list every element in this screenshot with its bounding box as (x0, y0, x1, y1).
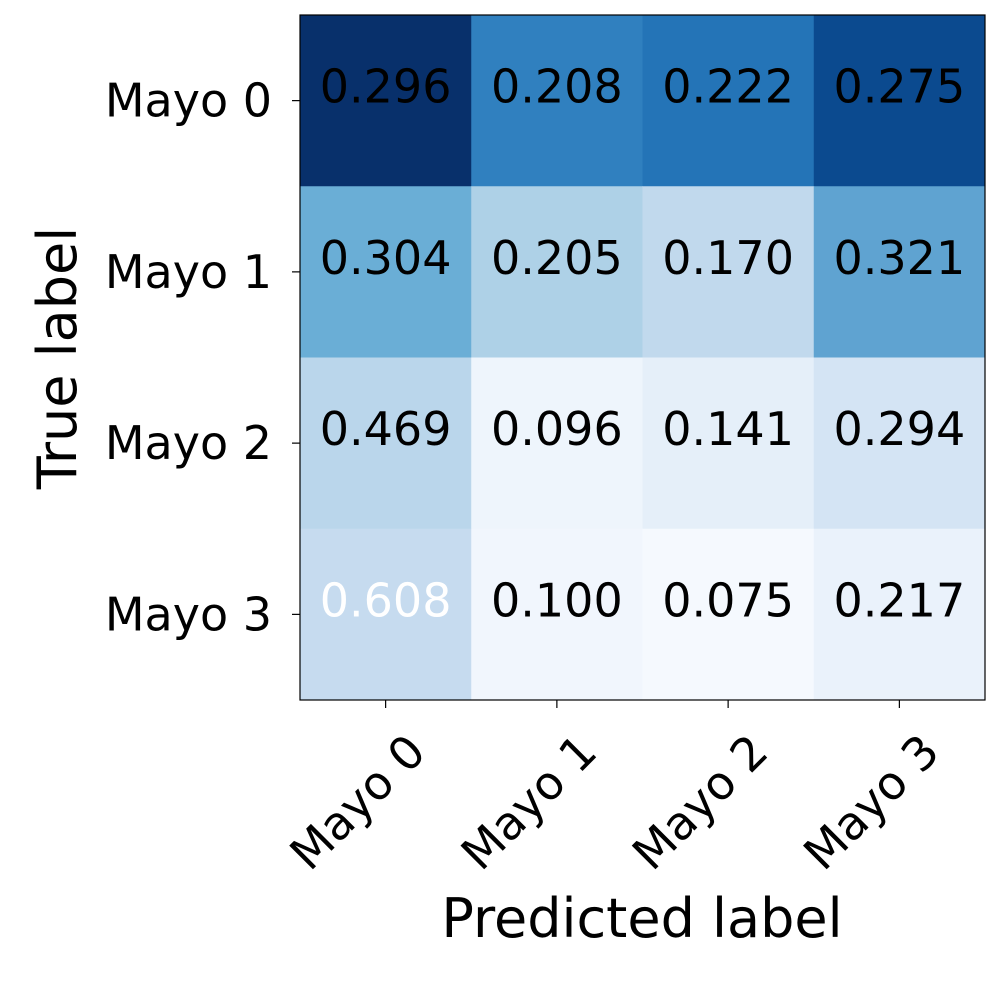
cell-value-label-r3-c1: 0.100 (491, 573, 623, 627)
heatmap-cell-r3-c1 (471, 528, 643, 701)
heatmap-cell-r0-c3 (813, 15, 986, 187)
cell-value-label-r0-c2: 0.222 (662, 60, 794, 114)
cell-value-label-r2-c0: 0.469 (320, 402, 452, 456)
cell-value-label-r1-c0: 0.304 (320, 231, 452, 285)
y-tick-label: Mayo 3 (105, 587, 272, 641)
x-tick-label: Mayo 3 (793, 724, 949, 880)
cell-value-label-r0-c1: 0.208 (491, 60, 623, 114)
y-axis-label: True label (26, 227, 89, 490)
x-tick-label: Mayo 2 (622, 724, 778, 880)
cell-value-label-r0-c0: 0.296 (320, 60, 452, 114)
y-tick-label: Mayo 1 (105, 245, 272, 299)
heatmap-cell-r1-c3 (813, 186, 986, 358)
cell-value-label-r3-c3: 0.217 (834, 573, 966, 627)
x-axis: Mayo 0 Mayo 1 Mayo 2 Mayo 3 (279, 700, 949, 880)
heatmap-cell-r1-c2 (642, 186, 815, 358)
cell-value-label-r1-c2: 0.170 (662, 231, 794, 285)
heatmap-cell-r2-c0 (300, 357, 472, 530)
cell-value-label-r2-c1: 0.096 (491, 402, 623, 456)
heatmap-cell-r1-c0 (300, 186, 472, 358)
y-tick-label: Mayo 0 (105, 74, 272, 128)
x-axis-label: Predicted label (441, 887, 842, 950)
y-axis: Mayo 0 Mayo 1 Mayo 2 Mayo 3 (105, 74, 300, 641)
heatmap-cell-r0-c2 (642, 15, 815, 187)
cell-value-label-r3-c2: 0.075 (662, 573, 794, 627)
x-tick-label: Mayo 0 (279, 724, 435, 880)
heatmap-cell-r1-c1 (471, 186, 643, 358)
heatmap-cell-r3-c2 (642, 528, 815, 701)
heatmap-cell-r3-c3 (813, 528, 986, 701)
cell-value-label-r0-c3: 0.275 (834, 60, 966, 114)
x-tick-label: Mayo 1 (451, 724, 607, 880)
heatmap-cell-r2-c1 (471, 357, 643, 530)
cell-value-label-r2-c3: 0.294 (834, 402, 966, 456)
heatmap-cell-r0-c0 (300, 15, 472, 187)
heatmap-cells (300, 15, 986, 701)
y-tick-label: Mayo 2 (105, 416, 272, 470)
heatmap-value-labels: 0.296 0.208 0.222 0.275 0.304 0.205 0.170 0.321… (320, 60, 965, 628)
cell-value-label-r1-c3: 0.321 (834, 231, 966, 285)
heatmap-cell-r2-c2 (642, 357, 815, 530)
cell-value-label-r2-c2: 0.141 (662, 402, 794, 456)
plot-frame (299, 14, 986, 701)
cell-value-label-r3-c0: 0.608 (320, 573, 452, 627)
heatmap-cell-r3-c0 (300, 528, 472, 701)
cell-value-label-r1-c1: 0.205 (491, 231, 623, 285)
heatmap-cell-r0-c1 (471, 15, 643, 187)
heatmap-cell-r2-c3 (813, 357, 986, 530)
